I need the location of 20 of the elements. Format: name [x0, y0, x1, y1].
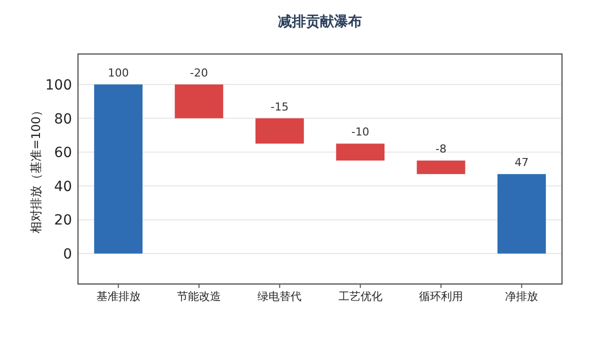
y-tick-label: 80	[54, 111, 72, 128]
data-label: -8	[436, 142, 446, 156]
x-tick-label: 绿电替代	[258, 290, 302, 303]
y-axis-title: 相对排放（基准=100）	[29, 104, 43, 234]
data-label: -20	[190, 66, 208, 80]
x-tick-label: 循环利用	[419, 290, 463, 303]
data-label: 47	[514, 156, 529, 170]
chart-title: 减排贡献瀑布	[278, 13, 362, 30]
x-tick-label: 工艺优化	[338, 290, 382, 303]
y-tick-label: 60	[54, 145, 72, 162]
y-tick-label: 0	[63, 246, 72, 263]
y-tick-label: 100	[45, 77, 72, 94]
data-label: -10	[351, 126, 370, 139]
y-tick-label: 40	[54, 178, 72, 195]
y-tick-label: 20	[54, 212, 72, 229]
x-tick-label: 净排放	[505, 290, 538, 303]
x-tick-label: 基准排放	[96, 290, 140, 303]
x-tick-label: 节能改造	[177, 290, 221, 303]
data-label: -15	[270, 100, 289, 114]
data-label: 100	[108, 66, 129, 80]
